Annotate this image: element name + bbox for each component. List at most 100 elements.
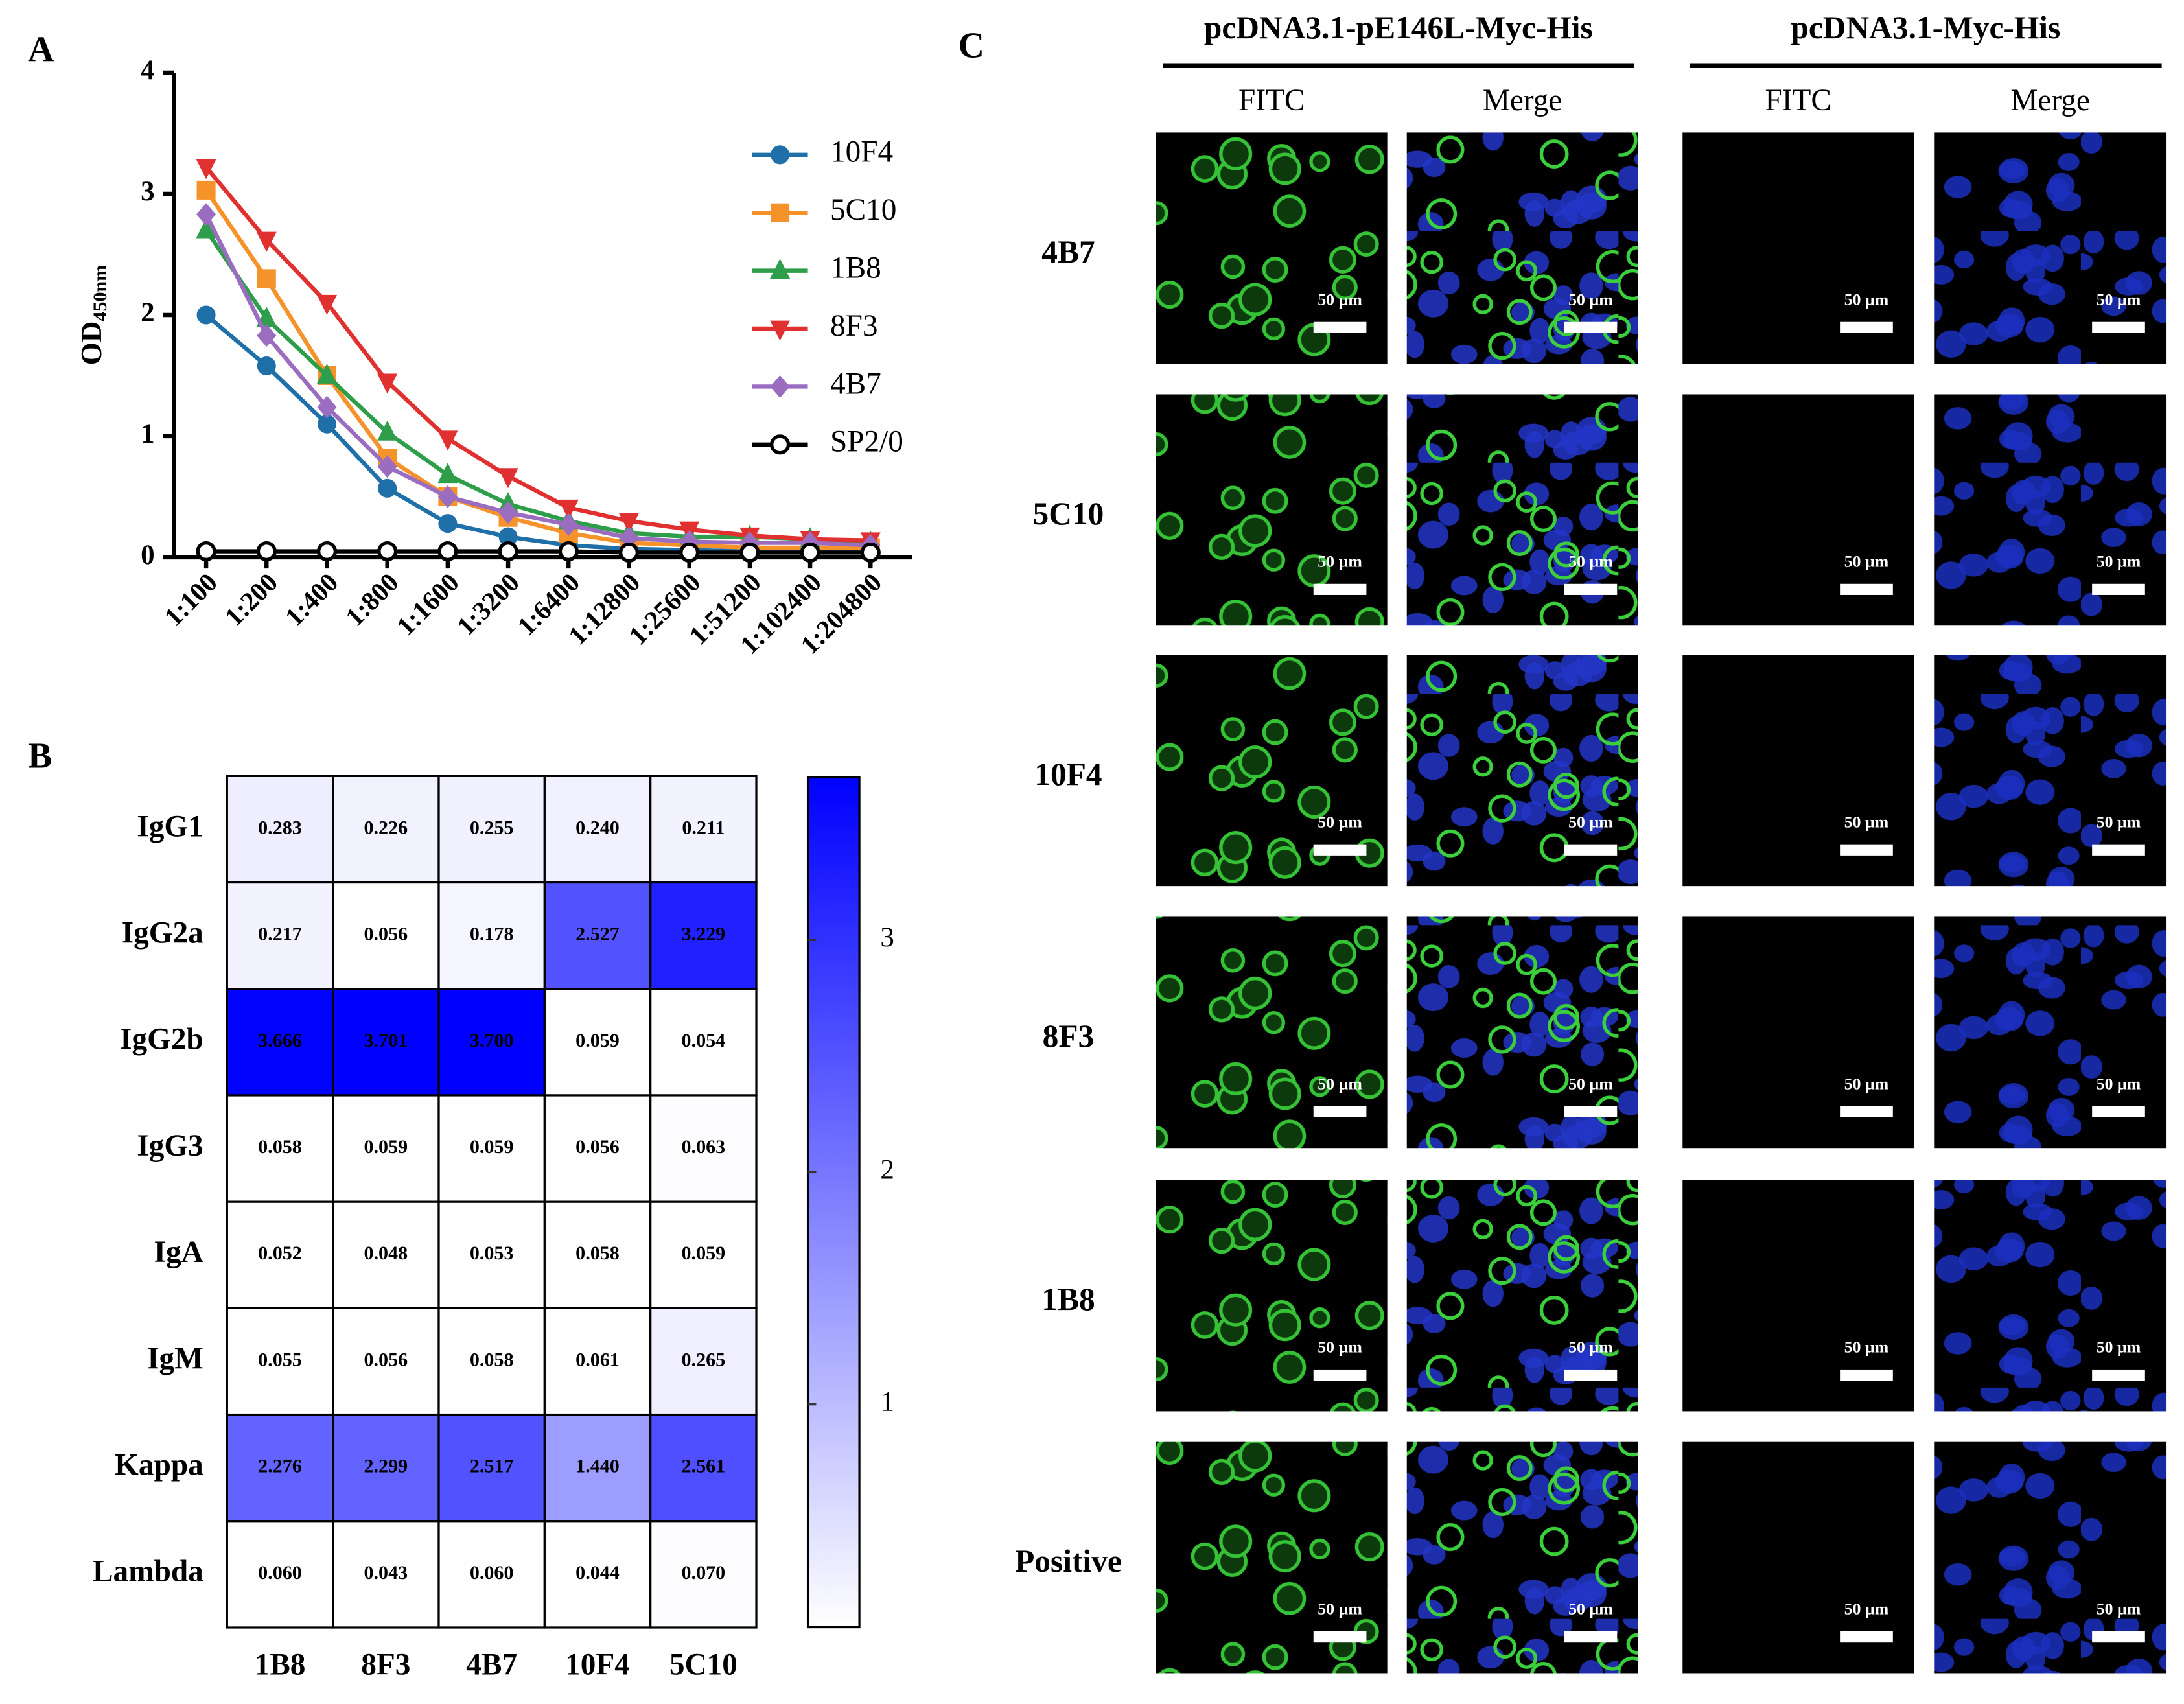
x-tick-label: 1:3200 (451, 567, 525, 641)
y-tick-label: 0 (141, 540, 154, 570)
cell-label: 0.063 (682, 1136, 726, 1158)
cell-label: 0.043 (364, 1561, 408, 1583)
marker (437, 541, 458, 562)
scale-label: 50 µm (1318, 1338, 1362, 1357)
marker (377, 373, 398, 394)
heatmap-cell (226, 1413, 334, 1523)
scale-label: 50 µm (1568, 1600, 1613, 1618)
heatmap-cell (437, 1520, 546, 1629)
heatmap-cell (226, 1094, 334, 1203)
cell-label: 3.229 (682, 923, 726, 945)
marker (196, 218, 216, 239)
cell-label: 0.059 (682, 1242, 726, 1264)
heatmap-cell (437, 1200, 546, 1309)
column-label: 10F4 (565, 1648, 630, 1682)
marker (256, 231, 277, 252)
x-tick-label: 1:100 (159, 567, 223, 631)
scale-label: 50 µm (2097, 1338, 2141, 1357)
cell-label: 0.059 (470, 1136, 514, 1158)
cell-label: 3.666 (258, 1029, 302, 1051)
scale-label: 50 µm (2097, 552, 2141, 570)
scale-bar (1313, 1106, 1367, 1117)
heatmap-cell (226, 988, 334, 1097)
marker (558, 541, 579, 562)
heatmap-cell (437, 1413, 546, 1523)
row-label: IgM (147, 1342, 203, 1375)
marker (377, 455, 397, 478)
scale-bar (1840, 321, 1893, 333)
scale-bar (1313, 1631, 1367, 1643)
cell-label: 0.044 (575, 1561, 620, 1583)
row-label: IgG1 (137, 810, 203, 843)
scale-bar (1313, 844, 1367, 856)
scale-bar (1564, 1369, 1618, 1381)
panel-label: A (28, 30, 54, 70)
scale-bar (1564, 321, 1618, 333)
row-label: Lambda (93, 1555, 203, 1589)
scale-bar (1840, 844, 1893, 856)
scale-bar (1840, 583, 1893, 595)
heatmap-cell (437, 775, 546, 884)
scale-label: 50 µm (1568, 552, 1613, 570)
marker (378, 478, 397, 498)
cell-label: 0.240 (575, 816, 620, 838)
marker (559, 513, 579, 536)
marker (377, 541, 398, 562)
row-label: IgA (154, 1235, 203, 1269)
scale-bar (2092, 1369, 2145, 1381)
scale-label: 50 µm (1568, 1338, 1613, 1357)
channel-label: FITC (1238, 84, 1305, 117)
cell-label: 2.561 (682, 1455, 726, 1477)
y-tick-label: 2 (141, 298, 154, 328)
heatmap-cell (332, 1520, 440, 1629)
series-line (204, 189, 871, 550)
column-label: 4B7 (466, 1648, 517, 1682)
scale-bar (1840, 1369, 1893, 1381)
row-label: IgG2a (122, 916, 203, 950)
scale-label: 50 µm (1844, 1338, 1889, 1357)
scale-label: 50 µm (1844, 552, 1889, 570)
y-tick-label: 3 (141, 176, 154, 207)
cell-label: 2.517 (470, 1455, 514, 1477)
heatmap-cell (649, 988, 758, 1097)
scale-bar (1313, 321, 1367, 333)
scale-bar (2092, 1106, 2145, 1117)
marker (196, 180, 216, 200)
legend-label: 4B7 (830, 367, 881, 401)
row-label: 4B7 (1041, 234, 1095, 270)
scale-bar (1840, 1106, 1893, 1117)
scale-label: 50 µm (1318, 1074, 1362, 1093)
legend-label: SP2/0 (830, 425, 903, 459)
cell-label: 0.059 (364, 1136, 408, 1158)
heatmap-cell (543, 1094, 652, 1203)
cell-label: 0.265 (682, 1348, 726, 1370)
cell-label: 3.701 (364, 1029, 408, 1051)
scale-label: 50 µm (1318, 812, 1362, 831)
marker (196, 541, 216, 562)
heatmap-cell (543, 881, 652, 990)
row-label: IgG2b (120, 1023, 203, 1056)
marker (196, 305, 216, 325)
heatmap-cell (332, 1307, 440, 1416)
scale-bar (1564, 1106, 1618, 1117)
colorbar-tick-label: 1 (880, 1387, 894, 1418)
scale-label: 50 µm (2097, 1600, 2141, 1618)
cell-label: 0.178 (470, 923, 514, 945)
marker (498, 501, 518, 524)
y-tick-label: 4 (141, 55, 154, 86)
row-label: 1B8 (1041, 1281, 1095, 1317)
panel-label: C (958, 25, 984, 65)
series-line (204, 213, 871, 548)
cell-label: 0.054 (682, 1029, 726, 1051)
cell-label: 0.060 (470, 1561, 514, 1583)
marker (257, 324, 277, 347)
x-tick-label: 1:200 (219, 567, 283, 631)
colorbar (806, 776, 861, 1629)
row-label: Positive (1015, 1543, 1122, 1579)
legend-label: 8F3 (830, 309, 878, 343)
cell-label: 0.217 (258, 923, 302, 945)
heatmap-cell (649, 881, 758, 990)
marker (316, 294, 337, 315)
heatmap-cell (226, 775, 334, 884)
heatmap-cell (226, 1200, 334, 1309)
